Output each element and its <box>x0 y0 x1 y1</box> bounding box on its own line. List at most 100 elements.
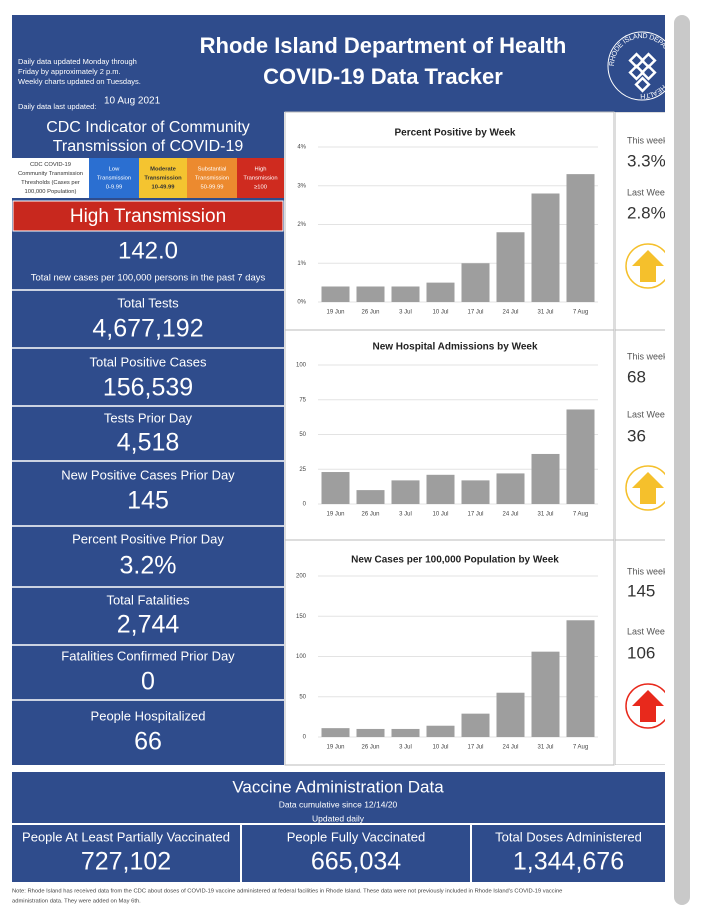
logo-mark <box>640 52 657 69</box>
updated-date: 10 Aug 2021 <box>104 96 161 107</box>
y-tick-label: 50 <box>299 694 306 700</box>
bar <box>496 232 525 302</box>
header-title: COVID-19 Data Tracker <box>263 64 503 89</box>
bar <box>356 728 385 737</box>
x-tick-label: 31 Jul <box>537 310 553 316</box>
legend-text: Transmission <box>243 176 277 182</box>
stat-label: Percent Positive Prior Day <box>72 531 224 546</box>
bar <box>496 692 525 737</box>
vaccine-label: People At Least Partially Vaccinated <box>22 829 230 844</box>
this-value: 68 <box>627 367 646 386</box>
x-tick-label: 10 Jul <box>432 310 448 316</box>
last-label: Last Week <box>627 409 670 419</box>
y-tick-label: 100 <box>296 363 307 369</box>
legend-text: Substantial <box>198 167 227 173</box>
y-tick-label: 150 <box>296 614 307 620</box>
y-tick-label: 200 <box>296 574 307 580</box>
legend-text: Moderate <box>150 167 177 173</box>
legend-text: CDC COVID-19 <box>30 162 71 168</box>
vaccine-label: People Fully Vaccinated <box>287 829 426 844</box>
updated-label: Daily data last updated: <box>18 102 96 111</box>
legend-text: 50-99.99 <box>201 185 224 191</box>
x-tick-label: 10 Jul <box>432 512 448 518</box>
bar <box>461 713 490 737</box>
x-tick-label: 19 Jun <box>326 310 344 316</box>
y-tick-label: 0 <box>303 502 307 508</box>
stat-value: 145 <box>127 487 169 515</box>
stat-value: 2,744 <box>117 611 180 639</box>
stat-label: Total Fatalities <box>106 592 190 607</box>
side-card <box>615 112 665 331</box>
stat-value: 156,539 <box>103 374 193 402</box>
logo-mark <box>628 64 645 81</box>
header-title: Rhode Island Department of Health <box>200 33 567 58</box>
y-tick-label: 100 <box>296 654 307 660</box>
x-tick-label: 19 Jun <box>326 745 344 751</box>
x-tick-label: 26 Jun <box>361 310 379 316</box>
legend-cell <box>139 158 187 198</box>
bar <box>531 453 560 504</box>
x-tick-label: 24 Jul <box>502 745 518 751</box>
y-tick-label: 2% <box>297 222 306 228</box>
stat-value: 0 <box>141 668 155 696</box>
bar <box>391 286 420 302</box>
this-label: This week <box>627 566 668 576</box>
legend-cell <box>89 158 139 198</box>
vaccine-subtitle: Data cumulative since 12/14/20 <box>279 799 398 809</box>
bar <box>321 472 350 504</box>
vaccine-title: Vaccine Administration Data <box>232 777 444 796</box>
vaccine-card <box>242 825 470 882</box>
y-tick-label: 0 <box>303 735 307 741</box>
header-info: Weekly charts updated on Tuesdays. <box>18 77 141 86</box>
x-tick-label: 10 Jul <box>432 745 448 751</box>
x-tick-label: 3 Jul <box>399 745 412 751</box>
y-tick-label: 50 <box>299 432 306 438</box>
legend-text: Thresholds (Cases per <box>21 180 80 186</box>
last-label: Last Week <box>627 626 670 636</box>
scrollbar[interactable] <box>674 15 690 905</box>
vaccine-updated: Updated daily <box>312 813 365 823</box>
last-value: 106 <box>627 643 655 662</box>
bar <box>356 286 385 302</box>
stat-value: 4,518 <box>117 429 180 457</box>
stat-value: 4,677,192 <box>92 315 203 343</box>
x-tick-label: 3 Jul <box>399 512 412 518</box>
trend-arrow <box>632 250 664 282</box>
this-value: 3.3% <box>627 151 666 170</box>
bar <box>566 174 595 302</box>
y-tick-label: 3% <box>297 183 306 189</box>
vaccine-value: 1,344,676 <box>513 848 624 876</box>
stat-value: 3.2% <box>120 552 177 580</box>
legend-text: 10-49.99 <box>152 185 176 191</box>
vaccine-card <box>472 825 665 882</box>
level-text: High Transmission <box>70 206 226 227</box>
legend-text: High <box>255 167 267 173</box>
logo-mark <box>634 76 651 93</box>
note: Note: Rhode Island has received data fro… <box>12 889 562 895</box>
legend-cell <box>187 158 237 198</box>
x-tick-label: 17 Jul <box>467 310 483 316</box>
x-tick-label: 26 Jun <box>361 745 379 751</box>
this-label: This week <box>627 351 668 361</box>
y-tick-label: 25 <box>299 467 306 473</box>
legend-cell <box>237 158 284 198</box>
logo-ring <box>607 31 665 101</box>
x-tick-label: 31 Jul <box>537 512 553 518</box>
y-tick-label: 0% <box>297 300 306 306</box>
vaccine-card <box>12 825 240 882</box>
bar <box>566 620 595 737</box>
bar <box>566 409 595 504</box>
bar <box>321 728 350 737</box>
y-tick-label: 4% <box>297 145 306 151</box>
x-tick-label: 7 Aug <box>573 512 588 518</box>
cdc-title: CDC Indicator of Community <box>46 119 250 136</box>
legend-text: ≥100 <box>254 185 267 191</box>
vaccine-header <box>12 772 665 823</box>
x-tick-label: 24 Jul <box>502 310 518 316</box>
level-box <box>12 200 284 232</box>
bar <box>461 263 490 302</box>
vaccine-value: 665,034 <box>311 848 401 876</box>
stat-value: 66 <box>134 728 162 756</box>
logo-mark <box>628 52 645 69</box>
header-info: Friday by approximately 2 p.m. <box>18 67 121 76</box>
